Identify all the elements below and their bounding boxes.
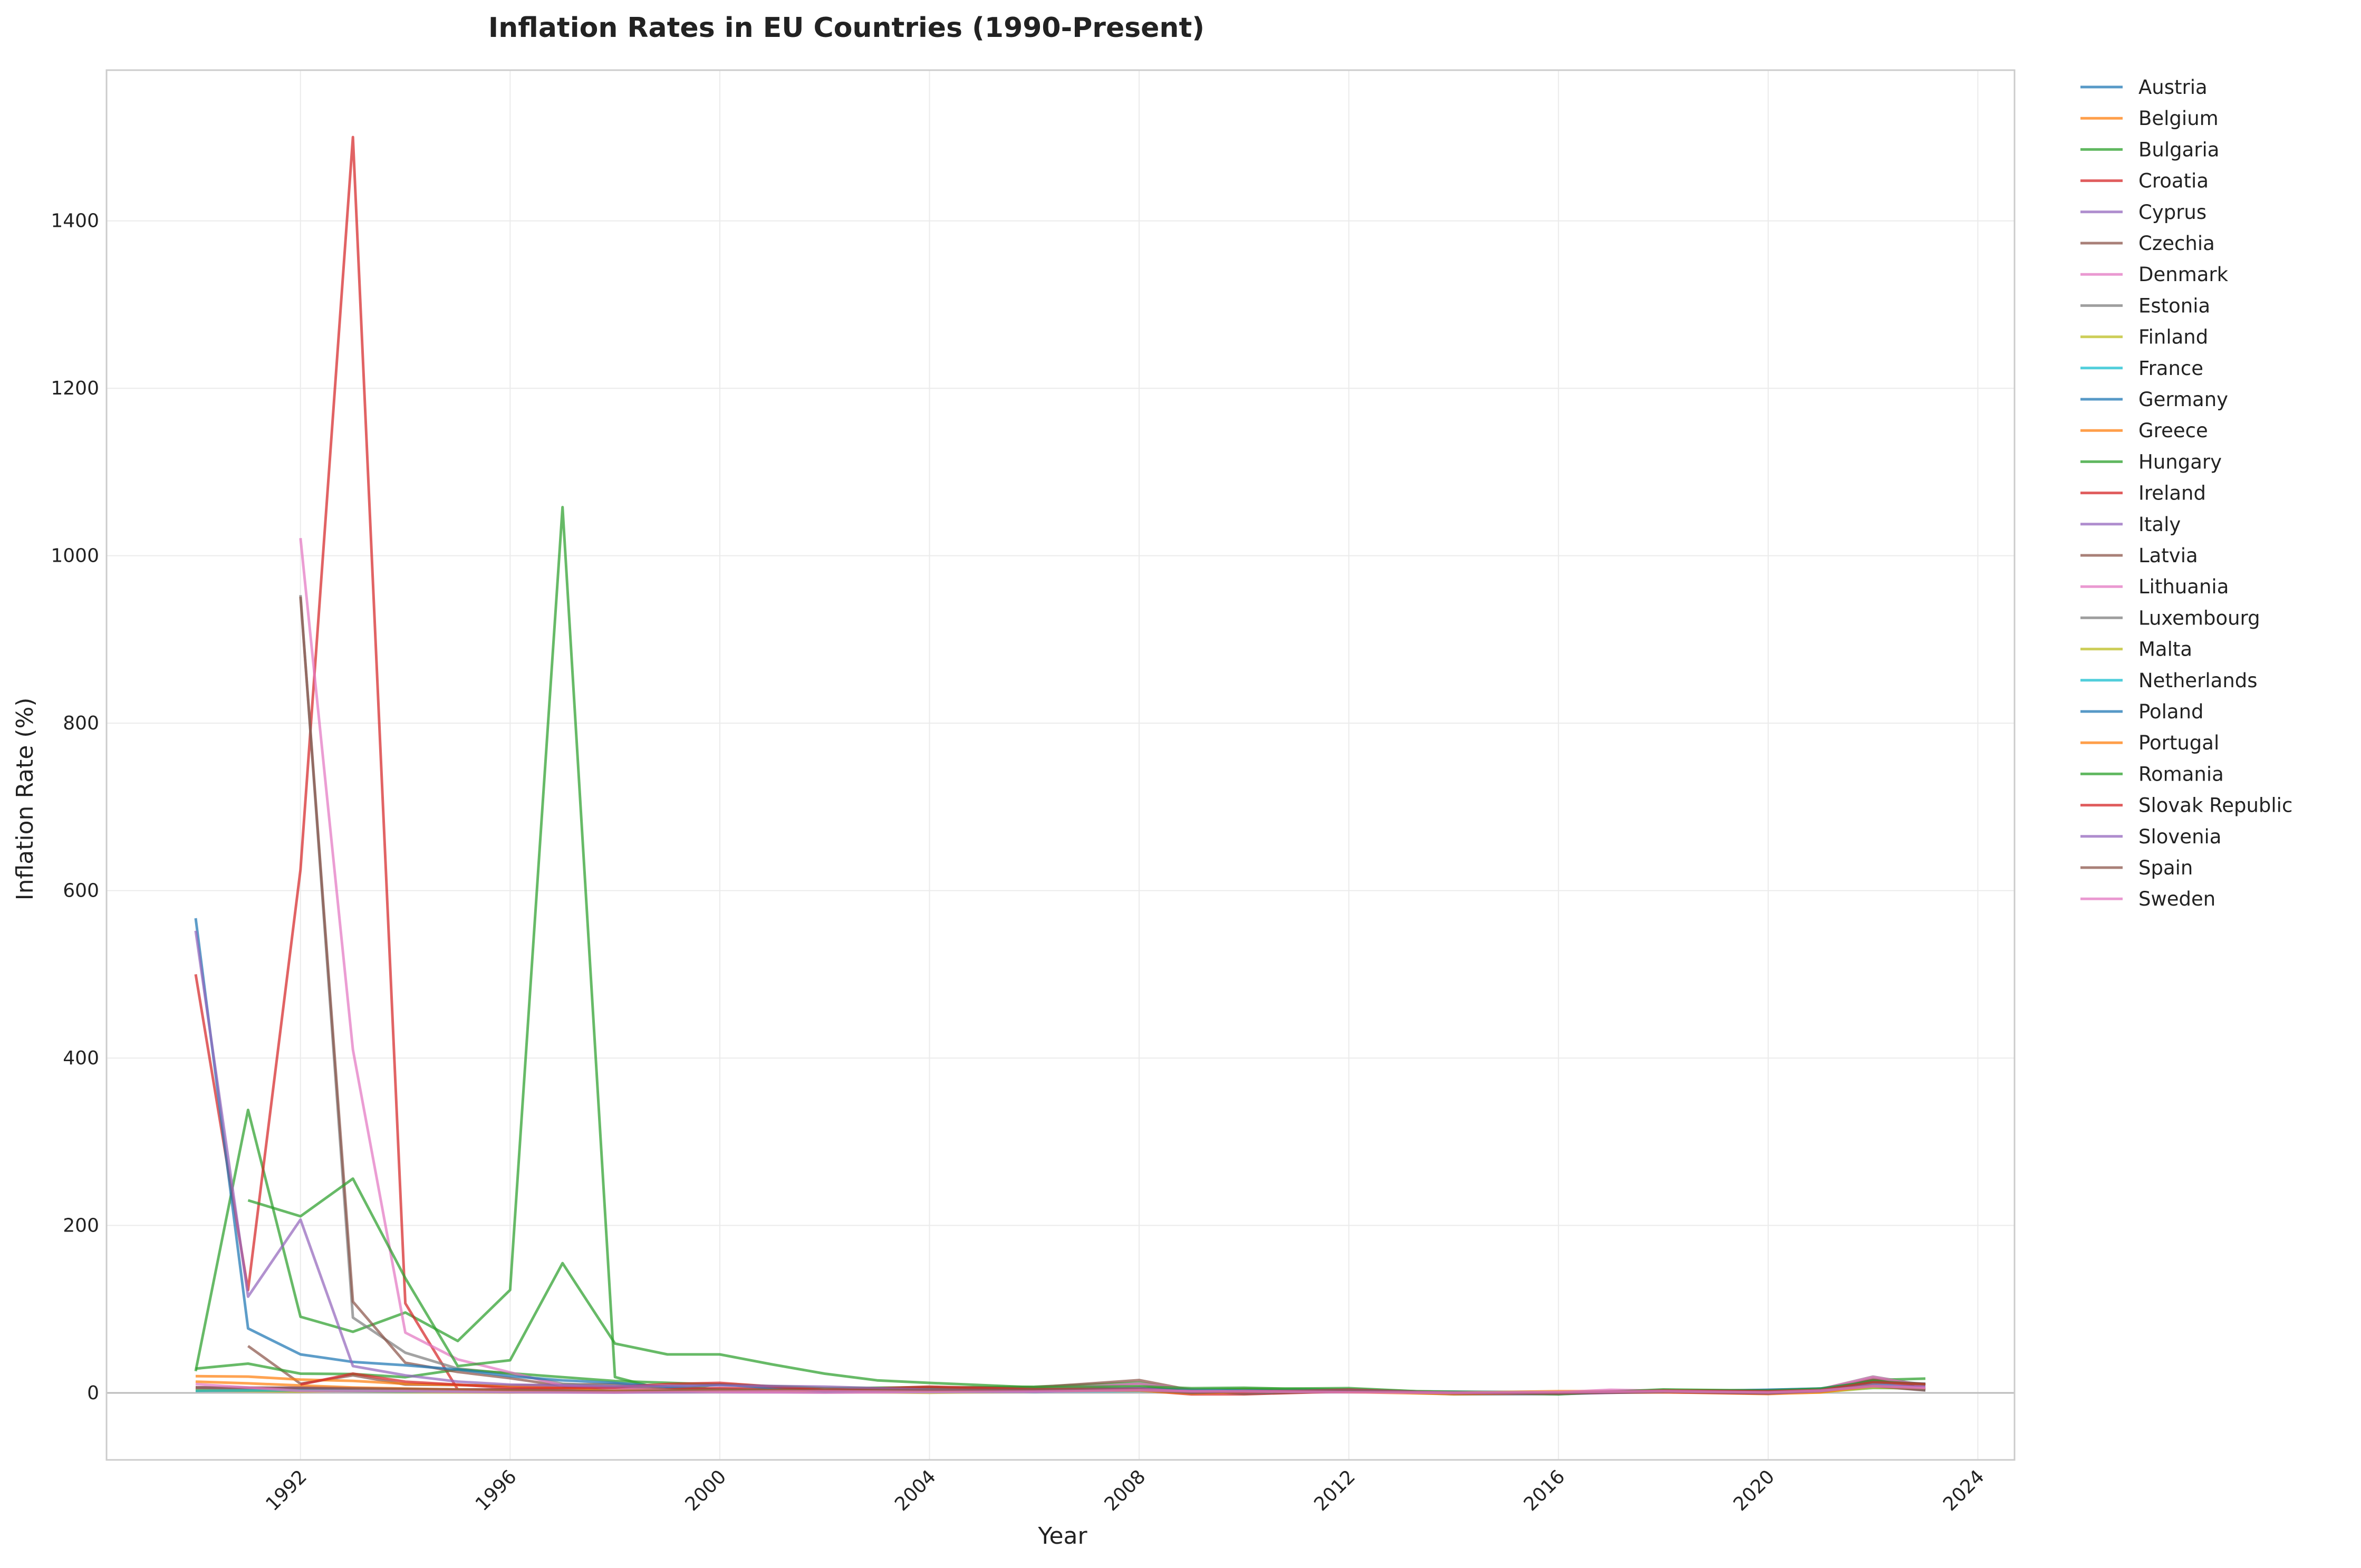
- legend: Austria Belgium Bulgaria Croatia Cyprus Czech…: [2080, 76, 2292, 910]
- legend-label-slovenia: Slovenia: [2138, 825, 2221, 848]
- legend-label-sweden: Sweden: [2138, 888, 2215, 910]
- series-line-sweden: [195, 1382, 1926, 1394]
- y-tick-label: 600: [63, 880, 99, 902]
- legend-label-slovak-republic: Slovak Republic: [2138, 794, 2292, 817]
- legend-label-france: France: [2138, 357, 2203, 380]
- chart-title: Inflation Rates in EU Countries (1990-Pr…: [488, 12, 1204, 44]
- legend-label-latvia: Latvia: [2138, 544, 2198, 567]
- legend-label-lithuania: Lithuania: [2138, 575, 2229, 598]
- legend-label-belgium: Belgium: [2138, 107, 2219, 130]
- legend-label-italy: Italy: [2138, 513, 2181, 536]
- legend-label-spain: Spain: [2138, 857, 2193, 879]
- legend-label-czechia: Czechia: [2138, 232, 2215, 255]
- legend-label-portugal: Portugal: [2138, 732, 2219, 754]
- y-tick-label: 1200: [51, 378, 99, 399]
- legend-label-hungary: Hungary: [2138, 450, 2222, 473]
- y-tick-label: 400: [63, 1047, 99, 1069]
- y-tick-label: 0: [87, 1382, 99, 1404]
- legend-label-luxembourg: Luxembourg: [2138, 607, 2260, 629]
- legend-label-greece: Greece: [2138, 419, 2208, 442]
- legend-label-estonia: Estonia: [2138, 294, 2210, 317]
- legend-label-ireland: Ireland: [2138, 482, 2206, 505]
- series-lines: [194, 136, 1926, 1396]
- y-axis-label: Inflation Rate (%): [12, 698, 38, 901]
- legend-label-denmark: Denmark: [2138, 263, 2229, 286]
- legend-label-netherlands: Netherlands: [2138, 669, 2258, 692]
- y-tick-label: 200: [63, 1215, 99, 1237]
- legend-label-poland: Poland: [2138, 700, 2204, 723]
- legend-label-malta: Malta: [2138, 638, 2192, 661]
- y-tick-label: 800: [63, 713, 99, 734]
- legend-label-romania: Romania: [2138, 763, 2224, 785]
- legend-label-bulgaria: Bulgaria: [2138, 138, 2219, 161]
- legend-label-germany: Germany: [2138, 388, 2228, 411]
- legend-label-cyprus: Cyprus: [2138, 201, 2206, 224]
- y-tick-label: 1400: [51, 210, 99, 232]
- legend-label-finland: Finland: [2138, 326, 2208, 349]
- legend-label-austria: Austria: [2138, 76, 2208, 99]
- x-axis-label: Year: [1037, 1523, 1087, 1550]
- plot-area-frame: [105, 69, 2016, 1461]
- legend-label-croatia: Croatia: [2138, 170, 2209, 193]
- y-tick-label: 1000: [51, 545, 99, 567]
